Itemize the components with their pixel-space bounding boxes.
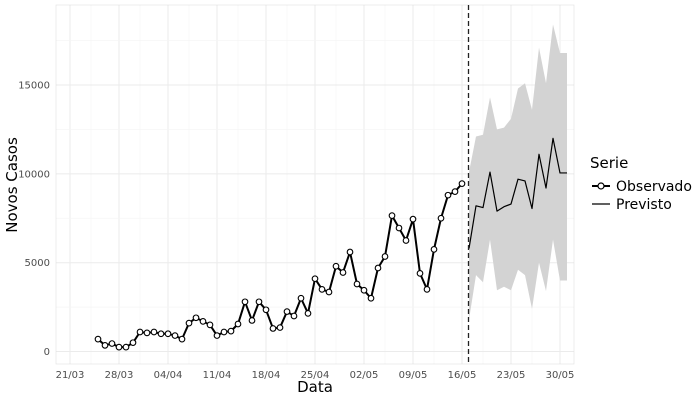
series-observado-point [388,212,396,219]
series-observado-point [283,308,291,315]
series-previsto-line [468,137,567,249]
series-observado-point [367,294,375,302]
series-observado-point [374,264,382,272]
x-tick-label: 30/05 [546,370,575,381]
series-observado-point [290,312,298,320]
x-tick-label: 18/04 [252,370,281,381]
series-observado-point [416,270,424,277]
legend-title: Serie [590,154,628,172]
series-observado-point [213,332,221,339]
series-observado-point [395,224,403,232]
series-observado-point [255,298,263,306]
series-observado-point [269,325,277,332]
series-observado-point [276,324,284,331]
x-tick-label: 04/04 [154,370,183,381]
series-observado-point [381,253,389,260]
series-observado-point [108,340,116,347]
series-observado-point [297,294,305,302]
panel-border [55,4,575,365]
legend-item-observado: Observado [592,179,692,195]
y-tick-label: 15000 [18,80,50,91]
series-observado-point [199,317,207,325]
series-observado-point [402,237,410,244]
series-observado-point [339,269,347,276]
series-observado-point [444,191,452,199]
x-tick-label: 11/04 [203,370,232,381]
series-observado-point [122,343,130,351]
series-observado-point [143,329,151,337]
series-observado-point [311,275,319,283]
series-observado-point [94,335,102,343]
y-axis: 0 5000 10000 15000 [18,80,50,358]
legend-label-observado: Observado [616,179,692,195]
series-observado-point [423,286,431,293]
series-observado-point [206,321,214,329]
x-tick-label: 28/03 [105,370,134,381]
legend: Serie Observado Previsto [590,154,692,213]
series-observado-point [458,180,466,187]
series-observado-point [262,306,270,314]
forecast-interval-band [469,24,567,320]
series-layer [94,137,567,351]
series-observado-point [430,246,438,253]
series-observado-point [325,288,333,296]
series-observado-point [451,188,459,195]
series-observado-point [150,328,158,336]
x-axis: 21/03 28/03 04/04 11/04 18/04 25/04 02/05 09/05… [56,370,575,381]
series-observado-point [409,215,417,223]
series-observado-point [136,328,144,336]
series-observado-point [164,330,172,338]
legend-item-previsto: Previsto [592,197,672,213]
series-observado-point [171,332,179,339]
x-tick-label: 02/05 [350,370,379,381]
y-axis-title: Novos Casos [3,137,21,233]
x-axis-title: Data [297,378,333,396]
series-observado-point [115,343,123,351]
series-observado-point [353,280,361,288]
forecast-band-layer [469,24,567,320]
series-observado-point [101,341,109,349]
series-observado-point [248,317,256,324]
legend-label-previsto: Previsto [616,197,672,213]
series-observado-point [437,214,445,222]
x-tick-label: 09/05 [399,370,428,381]
series-observado-point [178,335,186,343]
series-observado-point [227,327,235,335]
series-observado-point [234,320,242,328]
series-observado-point [241,298,249,306]
x-tick-label: 21/03 [56,370,85,381]
y-tick-label: 5000 [25,258,50,269]
series-observado-point [318,286,326,293]
series-observado-point [185,319,193,327]
series-observado-point [220,328,228,336]
y-tick-label: 10000 [18,169,50,180]
series-observado-point [129,339,137,347]
series-observado-point [157,330,165,338]
series-observado-point [332,262,340,270]
x-tick-label: 25/04 [301,370,330,381]
series-observado-point [192,314,200,322]
x-tick-label: 16/05 [448,370,477,381]
y-tick-label: 0 [44,347,50,358]
legend-key-observado-point [597,182,605,190]
series-observado-point [346,248,354,256]
x-tick-label: 23/05 [497,370,526,381]
series-observado-point [304,309,312,317]
series-observado-point [360,286,368,294]
